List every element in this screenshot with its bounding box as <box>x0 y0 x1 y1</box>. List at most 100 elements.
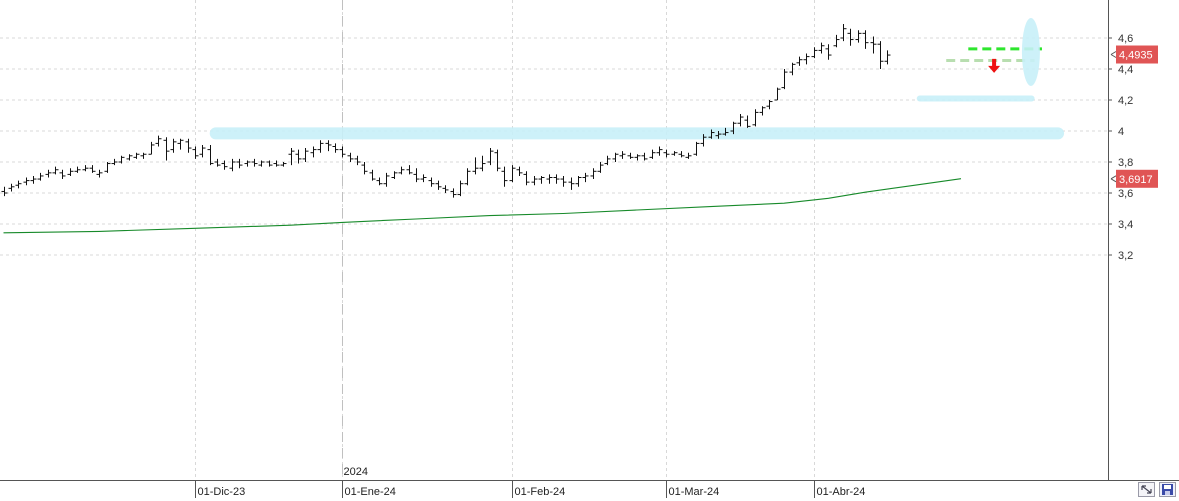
ohlc-bar <box>90 165 96 173</box>
ohlc-bar <box>554 174 560 183</box>
ohlc-bar <box>834 35 840 47</box>
ohlc-bar <box>46 170 52 178</box>
y-tick-label: 3,2 <box>1118 250 1133 262</box>
ohlc-bar <box>767 100 773 109</box>
ohlc-bar <box>657 147 663 156</box>
y-tick-label: 3,8 <box>1118 157 1133 169</box>
ohlc-bar <box>215 159 221 167</box>
ohlc-bar <box>547 174 553 183</box>
ohlc-bar <box>443 185 449 193</box>
ohlc-bar <box>134 153 140 159</box>
ohlc-bar <box>245 160 251 166</box>
ohlc-bar <box>326 140 332 151</box>
ohlc-bar <box>303 148 309 162</box>
ohlc-bar <box>591 168 597 179</box>
last-price-tag-pointer <box>1111 52 1116 58</box>
zoom-icon[interactable] <box>1138 482 1155 497</box>
ohlc-bar <box>686 153 692 159</box>
ohlc-bar <box>267 160 273 166</box>
ohlc-bar <box>252 159 258 167</box>
y-tick-label: 4,4 <box>1118 64 1133 76</box>
save-icon[interactable] <box>1159 482 1176 497</box>
ohlc-bars <box>2 24 891 198</box>
resistance-band <box>210 127 1064 139</box>
ohlc-bar <box>296 150 302 164</box>
ohlc-bar <box>650 150 656 159</box>
ohlc-bar <box>38 173 44 181</box>
moving-average-tag-pointer <box>1111 176 1116 182</box>
y-tick-label: 3,4 <box>1118 219 1133 231</box>
ohlc-bar <box>878 41 884 69</box>
ohlc-bar <box>679 151 685 157</box>
ohlc-bar <box>841 24 847 41</box>
ohlc-bar <box>112 159 118 165</box>
ohlc-bar <box>141 153 147 159</box>
ohlc-bar <box>362 162 368 174</box>
ohlc-bar <box>532 176 538 185</box>
ohlc-bar <box>164 137 170 160</box>
ohlc-bar <box>583 173 589 182</box>
ohlc-bar <box>510 165 516 182</box>
ohlc-bar <box>16 181 22 189</box>
ohlc-bar <box>2 187 8 196</box>
ohlc-bar <box>53 167 59 175</box>
ohlc-bar <box>863 30 869 49</box>
ohlc-bar <box>289 148 295 165</box>
ohlc-bar <box>127 154 133 160</box>
ohlc-bar <box>628 153 634 159</box>
ohlc-bar <box>414 168 420 182</box>
ohlc-bar <box>848 29 854 46</box>
ohlc-bar <box>178 139 184 150</box>
ohlc-bar <box>340 147 346 158</box>
moving-average-line <box>4 179 962 233</box>
x-tick-label: 01-Ene-24 <box>345 486 396 498</box>
ohlc-bar <box>598 162 604 173</box>
x-tick-label: 01-Feb-24 <box>515 486 566 498</box>
ohlc-bar <box>377 178 383 186</box>
ohlc-bar <box>856 30 862 42</box>
ohlc-bar <box>871 36 877 53</box>
ohlc-bar <box>370 170 376 181</box>
ohlc-bar <box>399 167 405 175</box>
ohlc-bar <box>745 116 751 128</box>
ohlc-bar <box>480 156 486 172</box>
ohlc-bar <box>60 170 66 179</box>
ohlc-bar <box>576 176 582 187</box>
ohlc-bar <box>156 136 162 147</box>
ohlc-bar <box>311 147 317 158</box>
ohlc-bar <box>812 47 818 58</box>
ohlc-bar <box>348 153 354 162</box>
ohlc-bar <box>421 174 427 182</box>
year-label: 2024 <box>344 466 368 478</box>
ohlc-bar <box>230 159 236 171</box>
grid <box>0 0 1108 480</box>
ohlc-bar <box>436 181 442 190</box>
ohlc-bar <box>465 168 471 185</box>
ohlc-bar <box>24 178 30 186</box>
ohlc-bar <box>561 176 567 187</box>
highlight-ellipse <box>1022 18 1040 86</box>
ohlc-bar <box>105 162 111 173</box>
y-tick-label: 4 <box>1118 126 1124 138</box>
ohlc-bar <box>620 151 626 159</box>
ohlc-bar <box>97 170 103 178</box>
ohlc-bar <box>664 150 670 158</box>
ohlc-bar <box>259 160 265 166</box>
ohlc-bar <box>355 156 361 165</box>
ohlc-bar <box>83 165 89 171</box>
moving-average-layer <box>4 179 962 233</box>
ohlc-bar <box>186 139 192 153</box>
ohlc-bar <box>495 150 501 172</box>
ohlc-bar <box>635 154 641 160</box>
ohlc-bar <box>782 69 788 89</box>
ohlc-bar <box>488 148 494 165</box>
ohlc-bar <box>171 139 177 153</box>
ohlc-bar <box>804 54 810 65</box>
ohlc-bar <box>193 147 199 159</box>
moving-average-tag-label: 3,6917 <box>1119 174 1153 186</box>
ohlc-bar <box>753 109 759 126</box>
ohlc-bar <box>524 171 530 185</box>
ohlc-bar <box>517 167 523 176</box>
